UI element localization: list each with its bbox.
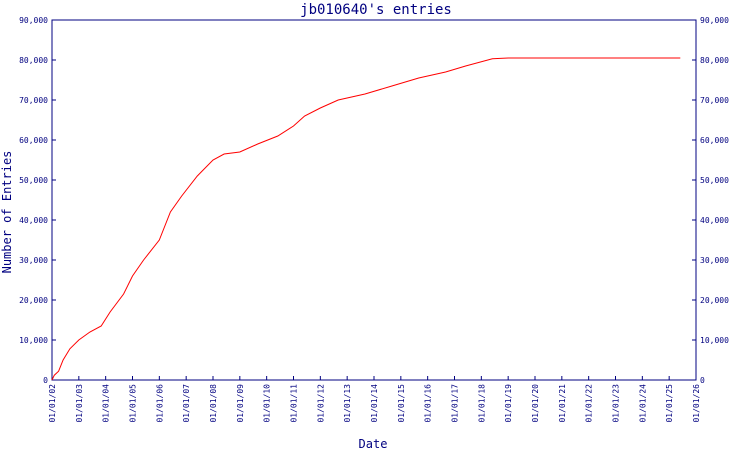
x-tick-label: 01/01/19 <box>504 384 513 423</box>
y-axis-label: Number of Entries <box>0 151 14 274</box>
y-tick-label-right: 80,000 <box>700 56 729 65</box>
y-tick-label-right: 40,000 <box>700 216 729 225</box>
x-tick-label: 01/01/12 <box>316 384 325 423</box>
y-tick-label-left: 10,000 <box>19 336 48 345</box>
x-tick-label: 01/01/08 <box>209 384 218 423</box>
x-tick-label: 01/01/10 <box>263 384 272 423</box>
x-tick-label: 01/01/05 <box>129 384 138 423</box>
y-tick-label-right: 50,000 <box>700 176 729 185</box>
x-tick-label: 01/01/26 <box>692 384 701 423</box>
x-tick-label: 01/01/02 <box>48 384 57 423</box>
x-tick-label: 01/01/23 <box>612 384 621 423</box>
x-tick-label: 01/01/22 <box>585 384 594 423</box>
x-tick-label: 01/01/03 <box>75 384 84 423</box>
x-tick-label: 01/01/13 <box>343 384 352 423</box>
plot-frame <box>51 19 697 381</box>
y-tick-label-right: 70,000 <box>700 96 729 105</box>
x-tick-label: 01/01/24 <box>638 384 647 423</box>
x-tick-label: 01/01/25 <box>665 384 674 423</box>
y-tick-label-right: 10,000 <box>700 336 729 345</box>
x-tick-label: 01/01/21 <box>558 384 567 423</box>
entries-series-line <box>51 57 681 381</box>
x-tick-label: 01/01/20 <box>531 384 540 423</box>
x-tick-label: 01/01/16 <box>424 384 433 423</box>
x-tick-label: 01/01/15 <box>397 384 406 423</box>
x-axis-label: Date <box>359 437 388 450</box>
x-tick-label: 01/01/17 <box>451 384 460 423</box>
y-tick-label-right: 20,000 <box>700 296 729 305</box>
y-tick-label-left: 60,000 <box>19 136 48 145</box>
y-tick-label-right: 60,000 <box>700 136 729 145</box>
x-tick-label: 01/01/14 <box>370 384 379 423</box>
y-tick-label-right: 30,000 <box>700 256 729 265</box>
y-tick-label-left: 50,000 <box>19 176 48 185</box>
y-tick-label-right: 90,000 <box>700 16 729 25</box>
x-tick-label: 01/01/09 <box>236 384 245 423</box>
y-tick-label-left: 80,000 <box>19 56 48 65</box>
y-tick-label-left: 30,000 <box>19 256 48 265</box>
y-tick-label-left: 0 <box>43 376 48 385</box>
x-tick-label: 01/01/06 <box>155 384 164 423</box>
x-tick-label: 01/01/04 <box>102 384 111 423</box>
y-tick-label-left: 90,000 <box>19 16 48 25</box>
y-tick-label-right: 0 <box>700 376 705 385</box>
x-tick-label: 01/01/18 <box>477 384 486 423</box>
x-tick-label: 01/01/07 <box>182 384 191 423</box>
y-tick-label-left: 40,000 <box>19 216 48 225</box>
y-tick-label-left: 70,000 <box>19 96 48 105</box>
x-tick-label: 01/01/11 <box>290 384 299 423</box>
y-tick-label-left: 20,000 <box>19 296 48 305</box>
chart-title: jb010640's entries <box>300 2 452 18</box>
